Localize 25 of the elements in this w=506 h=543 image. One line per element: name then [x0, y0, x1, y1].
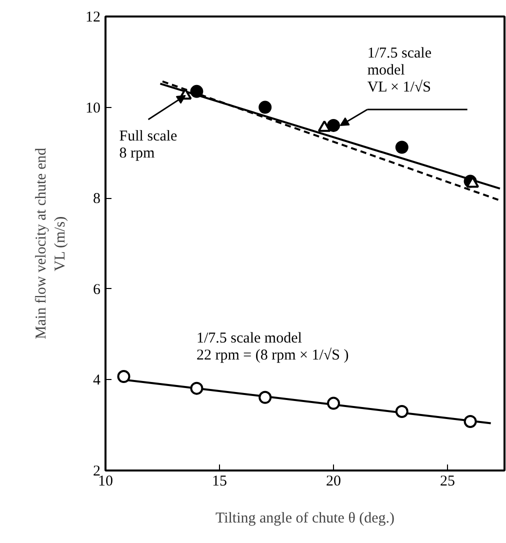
- x-axis-title: Tilting angle of chute θ (deg.): [215, 510, 395, 526]
- y-tick-label: 12: [86, 10, 100, 26]
- point: [190, 84, 204, 98]
- y-tick-label: 2: [93, 464, 100, 480]
- annotation: 1/7.5 scale model VL × 1/√S: [367, 45, 432, 96]
- annotation: Full scale 8 rpm: [119, 128, 178, 162]
- y-tick-label: 8: [93, 191, 100, 208]
- point: [318, 120, 331, 132]
- y-tick-label: 6: [93, 282, 101, 298]
- y-tick-label: 4: [93, 372, 101, 389]
- point: [327, 118, 340, 132]
- x-tick-label: 15: [212, 474, 227, 490]
- x-tick-label: 25: [440, 474, 455, 490]
- point: [190, 382, 204, 395]
- x-tick-label: 20: [326, 474, 341, 490]
- annotation: 1/7.5 scale model 22 rpm = (8 rpm × 1/√S ): [196, 330, 349, 364]
- point: [395, 140, 408, 154]
- point: [395, 404, 408, 418]
- point: [464, 414, 477, 428]
- y-tick-label: 10: [86, 100, 100, 116]
- point: [117, 370, 130, 384]
- point: [258, 100, 272, 114]
- y-axis-title: Main flow velocity at chute end VL (m/s): [33, 147, 68, 340]
- point: [327, 396, 340, 410]
- point: [258, 390, 272, 404]
